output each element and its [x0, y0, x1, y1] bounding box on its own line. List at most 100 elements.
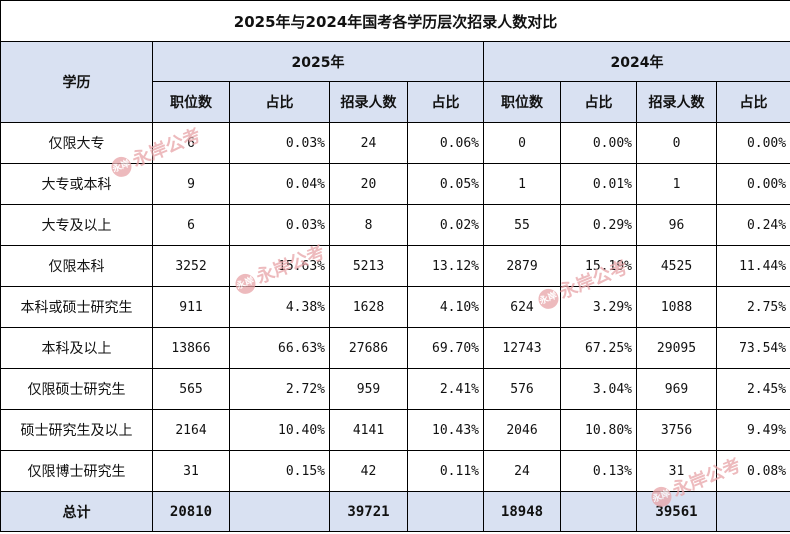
- cell-2024-positions-share: 0.13%: [560, 450, 637, 492]
- cell-2024-recruits-share: 0.08%: [715, 450, 790, 492]
- cell-2024-positions-share: 0.29%: [560, 204, 637, 246]
- cell-2024-positions-share: 15.19%: [560, 245, 637, 287]
- cell-2025-positions: 565: [152, 368, 230, 410]
- cell-2024-positions: 2879: [483, 245, 561, 287]
- cell-2024-recruits-share: 11.44%: [715, 245, 790, 287]
- total-2024-positions-share: [560, 491, 637, 532]
- education-level-cell: 本科或硕士研究生: [0, 286, 153, 328]
- cell-2024-positions: 624: [483, 286, 561, 328]
- education-header: 学历: [0, 41, 153, 123]
- cell-2025-recruits-share: 4.10%: [407, 286, 484, 328]
- cell-2025-recruits: 8: [329, 204, 408, 246]
- education-level-cell: 仅限本科: [0, 245, 153, 287]
- cell-2025-recruits-share: 0.05%: [407, 163, 484, 205]
- cell-2024-positions: 2046: [483, 409, 561, 451]
- col-header-2024-recruits: 招录人数: [636, 81, 717, 123]
- cell-2025-recruits-share: 10.43%: [407, 409, 484, 451]
- cell-2024-positions-share: 3.04%: [560, 368, 637, 410]
- cell-2024-recruits: 3756: [636, 409, 717, 451]
- cell-2024-recruits-share: 73.54%: [715, 327, 790, 369]
- col-header-2024-positions-share: 占比: [560, 81, 637, 123]
- total-2025-recruits-share: [407, 491, 484, 532]
- cell-2025-recruits-share: 2.41%: [407, 368, 484, 410]
- cell-2025-positions: 911: [152, 286, 230, 328]
- education-level-cell: 大专或本科: [0, 163, 153, 205]
- cell-2025-recruits-share: 69.70%: [407, 327, 484, 369]
- cell-2024-recruits: 4525: [636, 245, 717, 287]
- table-row: 硕士研究生及以上 2164 10.40% 4141 10.43% 2046 10.80% 37…: [0, 409, 790, 451]
- year-2024-header: 2024年: [482, 41, 790, 82]
- cell-2024-recruits-share: 0.00%: [715, 122, 790, 164]
- table-row: 仅限本科 3252 15.63% 5213 13.12% 2879 15.19% 4525 11…: [0, 245, 790, 287]
- education-level-cell: 仅限大专: [0, 122, 153, 164]
- education-level-cell: 仅限博士研究生: [0, 450, 153, 492]
- cell-2025-recruits-share: 0.02%: [407, 204, 484, 246]
- table-row: 本科及以上 13866 66.63% 27686 69.70% 12743 67.25% 29…: [0, 327, 790, 369]
- table-row: 本科或硕士研究生 911 4.38% 1628 4.10% 624 3.29% 1088 2.7…: [0, 286, 790, 328]
- col-header-2024-recruits-share: 占比: [715, 81, 790, 123]
- cell-2024-positions: 576: [483, 368, 561, 410]
- cell-2024-positions-share: 0.00%: [560, 122, 637, 164]
- cell-2025-positions-share: 2.72%: [229, 368, 330, 410]
- cell-2024-recruits: 969: [636, 368, 717, 410]
- cell-2024-positions: 55: [483, 204, 561, 246]
- cell-2024-recruits: 31: [636, 450, 717, 492]
- cell-2025-positions-share: 15.63%: [229, 245, 330, 287]
- table-row: 大专及以上 6 0.03% 8 0.02% 55 0.29% 96 0.24%: [0, 204, 790, 246]
- total-2025-recruits: 39721: [329, 491, 408, 532]
- education-level-cell: 仅限硕士研究生: [0, 368, 153, 410]
- cell-2024-recruits: 0: [636, 122, 717, 164]
- table-row: 仅限博士研究生 31 0.15% 42 0.11% 24 0.13% 31 0.08%: [0, 450, 790, 492]
- cell-2024-positions: 24: [483, 450, 561, 492]
- cell-2025-recruits-share: 13.12%: [407, 245, 484, 287]
- education-level-cell: 大专及以上: [0, 204, 153, 246]
- table-row: 仅限大专 6 0.03% 24 0.06% 0 0.00% 0 0.00%: [0, 122, 790, 164]
- cell-2025-positions: 31: [152, 450, 230, 492]
- cell-2024-positions: 12743: [483, 327, 561, 369]
- cell-2025-positions: 9: [152, 163, 230, 205]
- total-2024-recruits: 39561: [636, 491, 717, 532]
- cell-2024-positions: 0: [483, 122, 561, 164]
- education-level-cell: 本科及以上: [0, 327, 153, 369]
- cell-2025-positions-share: 0.03%: [229, 122, 330, 164]
- cell-2025-positions-share: 0.03%: [229, 204, 330, 246]
- cell-2025-positions-share: 4.38%: [229, 286, 330, 328]
- education-level-cell: 硕士研究生及以上: [0, 409, 153, 451]
- cell-2025-recruits-share: 0.11%: [407, 450, 484, 492]
- cell-2024-recruits-share: 2.45%: [715, 368, 790, 410]
- col-header-2025-positions: 职位数: [152, 81, 230, 123]
- cell-2024-recruits: 96: [636, 204, 717, 246]
- cell-2024-positions-share: 67.25%: [560, 327, 637, 369]
- cell-2024-positions-share: 0.01%: [560, 163, 637, 205]
- cell-2025-recruits: 27686: [329, 327, 408, 369]
- cell-2025-positions: 3252: [152, 245, 230, 287]
- cell-2025-recruits: 42: [329, 450, 408, 492]
- cell-2025-positions: 13866: [152, 327, 230, 369]
- cell-2025-recruits: 20: [329, 163, 408, 205]
- cell-2025-positions-share: 0.15%: [229, 450, 330, 492]
- cell-2025-positions-share: 0.04%: [229, 163, 330, 205]
- col-header-2025-recruits-share: 占比: [407, 81, 484, 123]
- cell-2025-recruits: 959: [329, 368, 408, 410]
- table-row: 大专或本科 9 0.04% 20 0.05% 1 0.01% 1 0.00%: [0, 163, 790, 205]
- total-2024-positions: 18948: [483, 491, 561, 532]
- cell-2025-recruits: 4141: [329, 409, 408, 451]
- year-2025-header: 2025年: [152, 41, 484, 82]
- cell-2024-recruits-share: 2.75%: [715, 286, 790, 328]
- col-header-2024-positions: 职位数: [483, 81, 561, 123]
- cell-2024-positions: 1: [483, 163, 561, 205]
- table-title: 2025年与2024年国考各学历层次招录人数对比: [0, 0, 790, 42]
- cell-2025-recruits: 1628: [329, 286, 408, 328]
- cell-2025-positions: 6: [152, 204, 230, 246]
- cell-2024-positions-share: 10.80%: [560, 409, 637, 451]
- total-2024-recruits-share: [715, 491, 790, 532]
- cell-2025-recruits: 5213: [329, 245, 408, 287]
- cell-2025-recruits: 24: [329, 122, 408, 164]
- cell-2024-recruits-share: 0.24%: [715, 204, 790, 246]
- cell-2025-positions: 6: [152, 122, 230, 164]
- cell-2025-positions-share: 10.40%: [229, 409, 330, 451]
- cell-2024-positions-share: 3.29%: [560, 286, 637, 328]
- total-2025-positions-share: [229, 491, 330, 532]
- col-header-2025-recruits: 招录人数: [329, 81, 408, 123]
